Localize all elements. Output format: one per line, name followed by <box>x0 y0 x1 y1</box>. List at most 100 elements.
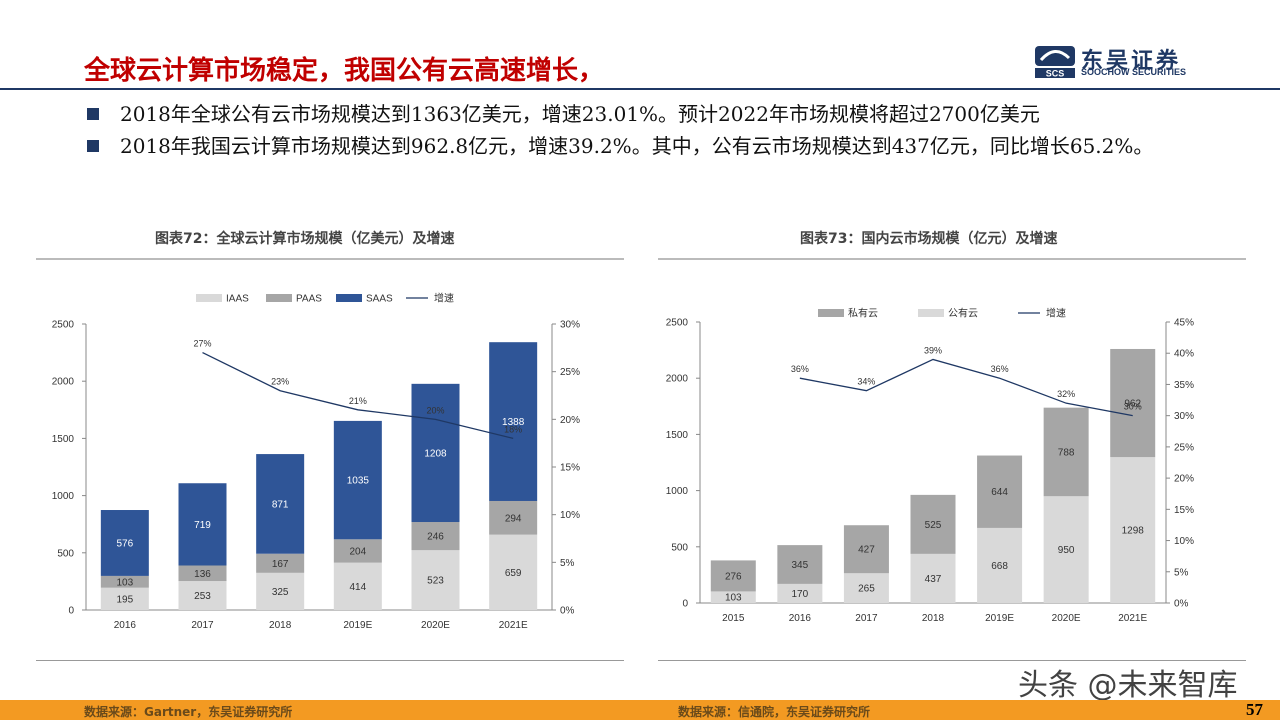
bar-segment <box>256 553 305 573</box>
y2-tick-label: 5% <box>560 558 575 569</box>
watermark: 头条 @未来智库 <box>1018 668 1238 703</box>
y2-tick-label: 10% <box>1174 536 1194 547</box>
growth-label: 36% <box>791 364 809 374</box>
legend-swatch <box>336 294 362 302</box>
y-tick-label: 2000 <box>666 374 689 385</box>
y2-tick-label: 0% <box>1174 599 1189 610</box>
bar-segment <box>178 565 227 582</box>
bar-segment <box>178 581 227 610</box>
bar-segment <box>977 527 1023 603</box>
y2-tick-label: 20% <box>1174 474 1194 485</box>
bar-segment <box>100 587 149 610</box>
bar-segment <box>333 562 382 610</box>
y2-tick-label: 15% <box>1174 505 1194 516</box>
x-tick-label: 2015 <box>722 613 745 624</box>
bar-value-label: 136 <box>194 569 211 580</box>
bar-value-label: 103 <box>116 577 133 588</box>
legend-label: 公有云 <box>948 307 978 320</box>
bar-segment <box>843 525 889 574</box>
bar-segment <box>333 420 382 540</box>
growth-label: 34% <box>857 377 875 387</box>
bar-value-label: 276 <box>725 571 742 582</box>
page-number: 57 <box>1246 700 1263 719</box>
bar-segment <box>411 550 460 610</box>
bullet-square-icon <box>87 140 99 152</box>
bar-segment <box>710 591 756 603</box>
y2-tick-label: 30% <box>1174 411 1194 422</box>
logo-mark-text: SCS <box>1046 69 1065 79</box>
y2-tick-label: 40% <box>1174 349 1194 360</box>
chart-top-rule <box>658 258 1246 260</box>
x-tick-label: 2019E <box>343 620 372 631</box>
bar-value-label: 325 <box>272 587 289 598</box>
bar-segment <box>256 454 305 554</box>
bar-segment <box>489 342 538 501</box>
y2-tick-label: 15% <box>560 463 580 474</box>
y-tick-label: 0 <box>682 599 688 610</box>
bar-segment <box>256 572 305 610</box>
growth-label: 23% <box>271 377 289 387</box>
legend-label: 增速 <box>434 292 454 305</box>
chart-title-domestic: 图表73：国内云市场规模（亿元）及增速 <box>800 231 1058 247</box>
chart-bottom-rule <box>36 660 624 661</box>
bar-segment <box>100 575 149 588</box>
bar-segment <box>710 560 756 592</box>
y2-tick-label: 10% <box>560 510 580 521</box>
bar-value-label: 962 <box>1124 399 1141 410</box>
x-tick-label: 2017 <box>191 620 214 631</box>
company-logo: SCS 东吴证券 SOOCHOW SECURITIES <box>1035 46 1225 80</box>
y2-tick-label: 35% <box>1174 380 1194 391</box>
bar-value-label: 1035 <box>347 476 370 487</box>
bar-segment <box>489 500 538 535</box>
bar-value-label: 644 <box>991 487 1008 498</box>
logo-english: SOOCHOW SECURITIES <box>1081 67 1187 77</box>
growth-label: 39% <box>924 345 942 355</box>
legend-label: IAAS <box>226 294 249 305</box>
y2-tick-label: 30% <box>560 320 580 331</box>
bar-value-label: 523 <box>427 576 444 587</box>
source-note-right: 数据来源：信通院，东吴证券研究所 <box>678 705 871 719</box>
x-tick-label: 2020E <box>421 620 450 631</box>
y-tick-label: 2000 <box>52 377 75 388</box>
bar-value-label: 253 <box>194 591 211 602</box>
bar-segment <box>411 522 460 551</box>
bar-value-label: 103 <box>725 593 742 604</box>
logo-chinese: 东吴证券 <box>1081 49 1182 74</box>
bullet-list: 2018年全球公有云市场规模达到1363亿美元，增速23.01%。预计2022年… <box>84 98 1214 162</box>
bar-value-label: 1208 <box>424 448 447 459</box>
x-tick-label: 2016 <box>789 613 812 624</box>
bar-value-label: 719 <box>194 520 211 531</box>
x-tick-label: 2016 <box>114 620 137 631</box>
x-tick-label: 2021E <box>1118 613 1147 624</box>
y-tick-label: 0 <box>68 606 74 617</box>
legend-label: SAAS <box>366 294 393 305</box>
legend-swatch <box>266 294 292 302</box>
bar-value-label: 170 <box>792 589 809 600</box>
bar-segment <box>910 553 956 603</box>
bar-value-label: 1298 <box>1122 526 1145 537</box>
bar-value-label: 204 <box>349 546 366 557</box>
bar-segment <box>1110 348 1156 458</box>
footer-bar <box>0 700 1280 720</box>
x-tick-label: 2017 <box>855 613 878 624</box>
bar-value-label: 195 <box>116 594 133 605</box>
page-title: 全球云计算市场稳定，我国公有云高速增长， <box>84 56 605 86</box>
y-tick-label: 500 <box>57 548 74 559</box>
legend-label: 私有云 <box>848 307 878 320</box>
growth-label: 27% <box>193 339 211 349</box>
x-tick-label: 2021E <box>499 620 528 631</box>
legend-swatch <box>918 309 944 317</box>
y2-tick-label: 0% <box>560 606 575 617</box>
y2-tick-label: 20% <box>560 415 580 426</box>
bar-segment <box>100 510 149 576</box>
x-tick-label: 2020E <box>1052 613 1081 624</box>
y2-tick-label: 25% <box>560 367 580 378</box>
legend-label: 增速 <box>1046 307 1066 320</box>
bar-value-label: 950 <box>1058 545 1075 556</box>
title-divider <box>0 88 1280 90</box>
x-tick-label: 2018 <box>269 620 292 631</box>
bar-segment <box>977 455 1023 528</box>
growth-label: 36% <box>991 364 1009 374</box>
bar-segment <box>1110 457 1156 603</box>
y2-tick-label: 5% <box>1174 567 1189 578</box>
